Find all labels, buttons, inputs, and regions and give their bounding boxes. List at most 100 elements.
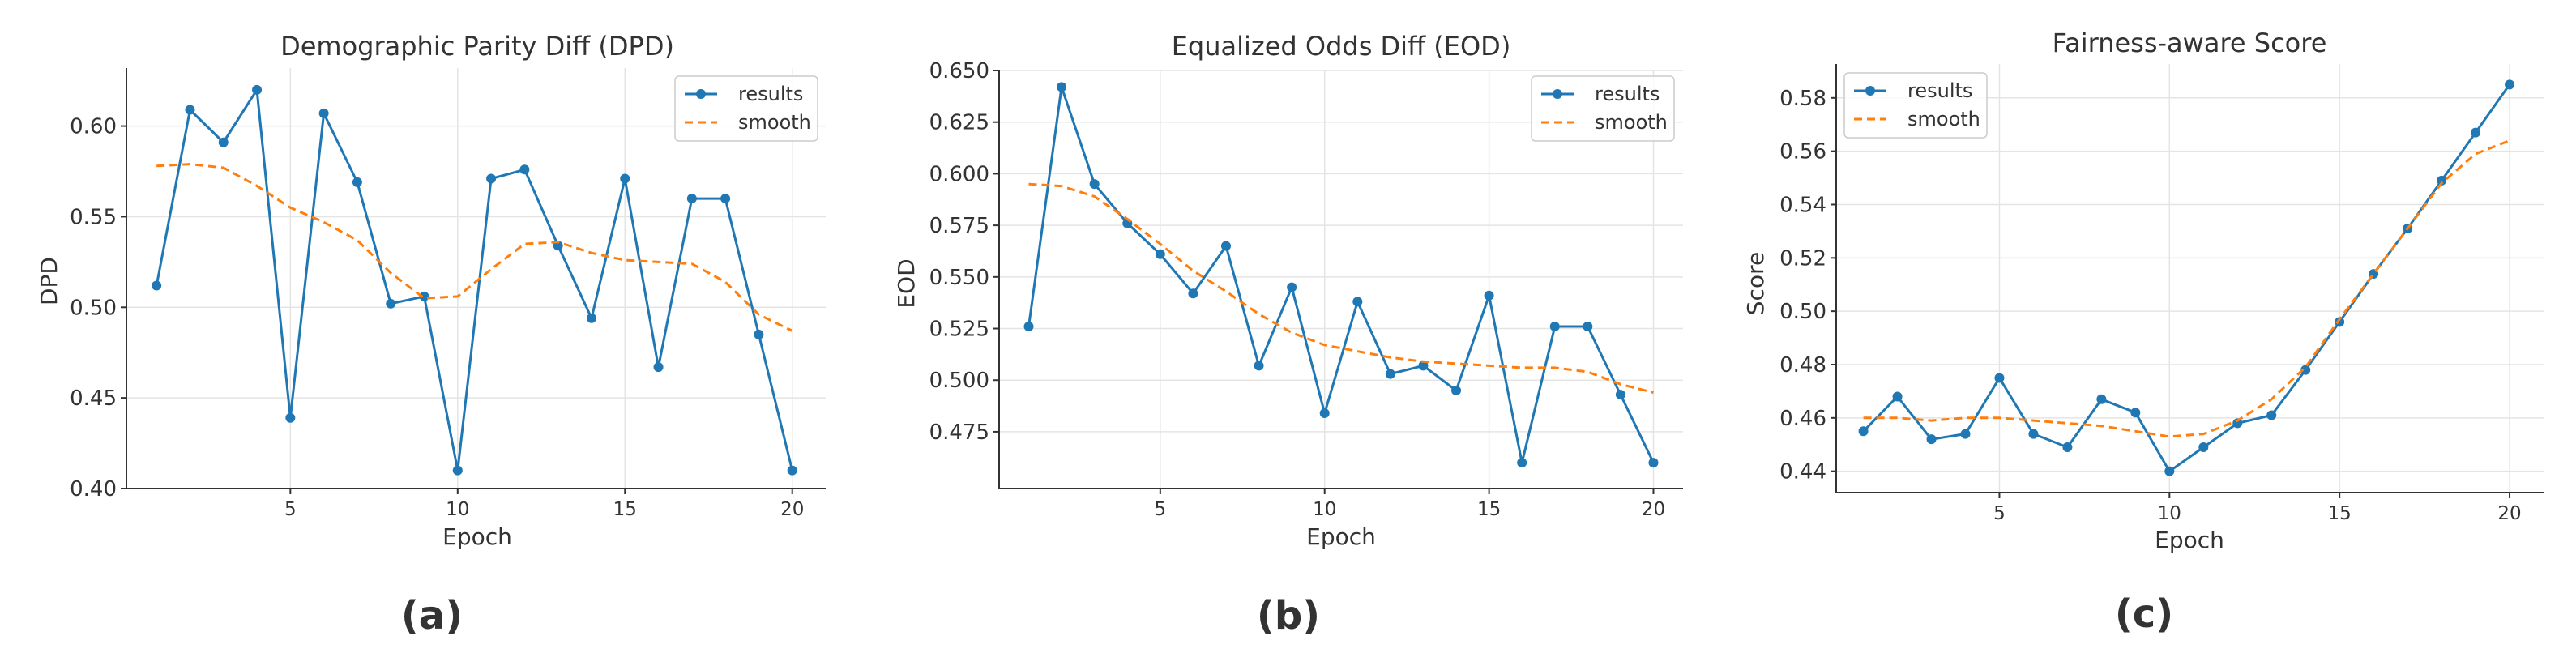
- results-point: [318, 108, 329, 118]
- x-tick-label: 20: [1642, 499, 1665, 520]
- legend-label-smooth: smooth: [738, 111, 811, 134]
- results-point: [285, 412, 296, 423]
- y-tick-label: 0.55: [70, 205, 117, 229]
- results-point: [1352, 297, 1363, 307]
- results-point: [2437, 175, 2447, 186]
- results-point: [2232, 418, 2243, 429]
- legend-results-marker: [1865, 86, 1875, 96]
- chart-title: Fairness-aware Score: [2053, 28, 2327, 58]
- results-point: [452, 465, 463, 476]
- results-line: [1027, 86, 1655, 463]
- legend-label-results: results: [1595, 83, 1660, 105]
- results-point: [2028, 429, 2039, 439]
- results-point: [1451, 385, 1462, 395]
- y-axis-label: Score: [1742, 252, 1769, 315]
- results-point: [1517, 458, 1527, 468]
- y-tick-label: 0.475: [929, 420, 989, 445]
- results-point: [486, 173, 497, 184]
- results-point: [2198, 442, 2209, 453]
- results-point: [2505, 79, 2515, 90]
- smooth-line: [156, 163, 793, 332]
- y-tick-label: 0.550: [929, 266, 989, 290]
- panel-caption: (a): [401, 593, 463, 638]
- results-point: [2266, 410, 2277, 420]
- legend: results smooth: [1531, 75, 1675, 142]
- legend-label-results: results: [1907, 79, 1972, 102]
- x-tick-label: 5: [1993, 503, 2006, 524]
- legend-box: [1531, 75, 1675, 142]
- legend: results smooth: [1843, 72, 1988, 139]
- x-tick-label: 15: [2328, 503, 2352, 524]
- results-point: [2130, 408, 2141, 418]
- results-point: [2300, 365, 2311, 375]
- x-axis-label: Epoch: [2155, 527, 2224, 553]
- results-point: [2471, 127, 2481, 138]
- x-axis-label: Epoch: [442, 523, 512, 550]
- y-tick-label: 0.44: [1779, 460, 1826, 484]
- results-point: [352, 177, 362, 187]
- y-axis-label: DPD: [36, 257, 62, 305]
- legend-label-results: results: [738, 83, 803, 105]
- legend-results-marker: [1553, 89, 1562, 99]
- panel-a: Demographic Parity Diff (DPD) 5 10 15 20 0.4…: [36, 31, 826, 638]
- y-tick-label: 0.650: [929, 59, 989, 83]
- legend: results smooth: [674, 75, 818, 142]
- x-tick-label: 5: [1155, 499, 1167, 520]
- results-point: [185, 105, 195, 115]
- legend-results-marker: [696, 89, 706, 99]
- results-point: [1960, 429, 1971, 439]
- results-point: [419, 291, 429, 301]
- results-point: [1892, 391, 1903, 402]
- results-point: [1220, 241, 1231, 251]
- x-tick-label: 15: [613, 499, 637, 520]
- x-tick-label: 10: [2158, 503, 2181, 524]
- results-point: [754, 329, 764, 339]
- y-tick-label: 0.52: [1779, 246, 1826, 271]
- y-tick-label: 0.45: [70, 386, 117, 411]
- results-point: [2164, 466, 2175, 476]
- x-axis-label: Epoch: [1306, 523, 1376, 550]
- panel-caption: (c): [2115, 591, 2173, 637]
- results-point: [152, 280, 162, 291]
- y-tick-label: 0.525: [929, 318, 989, 342]
- results-point: [252, 84, 263, 95]
- y-tick-label: 0.50: [1779, 300, 1826, 324]
- results-point: [1484, 290, 1494, 301]
- results-point: [218, 137, 229, 147]
- results-line: [155, 86, 794, 471]
- panel-c: Fairness-aware Score 5 10 15 20 0.44 0.46 0.48…: [1742, 28, 2544, 637]
- results-point: [1089, 179, 1100, 190]
- y-tick-label: 0.46: [1779, 407, 1826, 431]
- results-point: [620, 173, 630, 184]
- results-point: [1418, 361, 1429, 371]
- chart-title: Equalized Odds Diff (EOD): [1172, 31, 1511, 62]
- x-tick-label: 15: [1477, 499, 1501, 520]
- results-point: [1994, 373, 2005, 383]
- panel-b: Equalized Odds Diff (EOD) 5 10 15 20 0.475 0.…: [893, 31, 1683, 638]
- y-tick-label: 0.56: [1779, 140, 1826, 164]
- results-point: [1648, 458, 1659, 468]
- y-axis-label: EOD: [893, 258, 920, 308]
- results-point: [1549, 321, 1560, 331]
- results-point: [386, 298, 396, 309]
- results-point: [519, 164, 530, 175]
- results-point: [1926, 434, 1937, 445]
- y-tick-label: 0.54: [1779, 193, 1826, 217]
- y-tick-label: 0.58: [1779, 87, 1826, 111]
- x-tick-label: 10: [1313, 499, 1336, 520]
- y-tick-label: 0.600: [929, 162, 989, 186]
- x-tick-label: 5: [284, 499, 297, 520]
- legend-label-smooth: smooth: [1595, 111, 1668, 134]
- legend-box: [1843, 72, 1988, 139]
- x-tick-label: 20: [2497, 503, 2521, 524]
- results-point: [1583, 321, 1593, 331]
- legend-label-smooth: smooth: [1907, 108, 1980, 130]
- results-point: [1188, 288, 1198, 299]
- x-tick-label: 10: [446, 499, 469, 520]
- y-tick-label: 0.625: [929, 111, 989, 135]
- legend-box: [674, 75, 818, 142]
- results-point: [2062, 442, 2073, 453]
- x-tick-label: 20: [780, 499, 804, 520]
- results-point: [2096, 394, 2107, 404]
- results-point: [1023, 321, 1034, 331]
